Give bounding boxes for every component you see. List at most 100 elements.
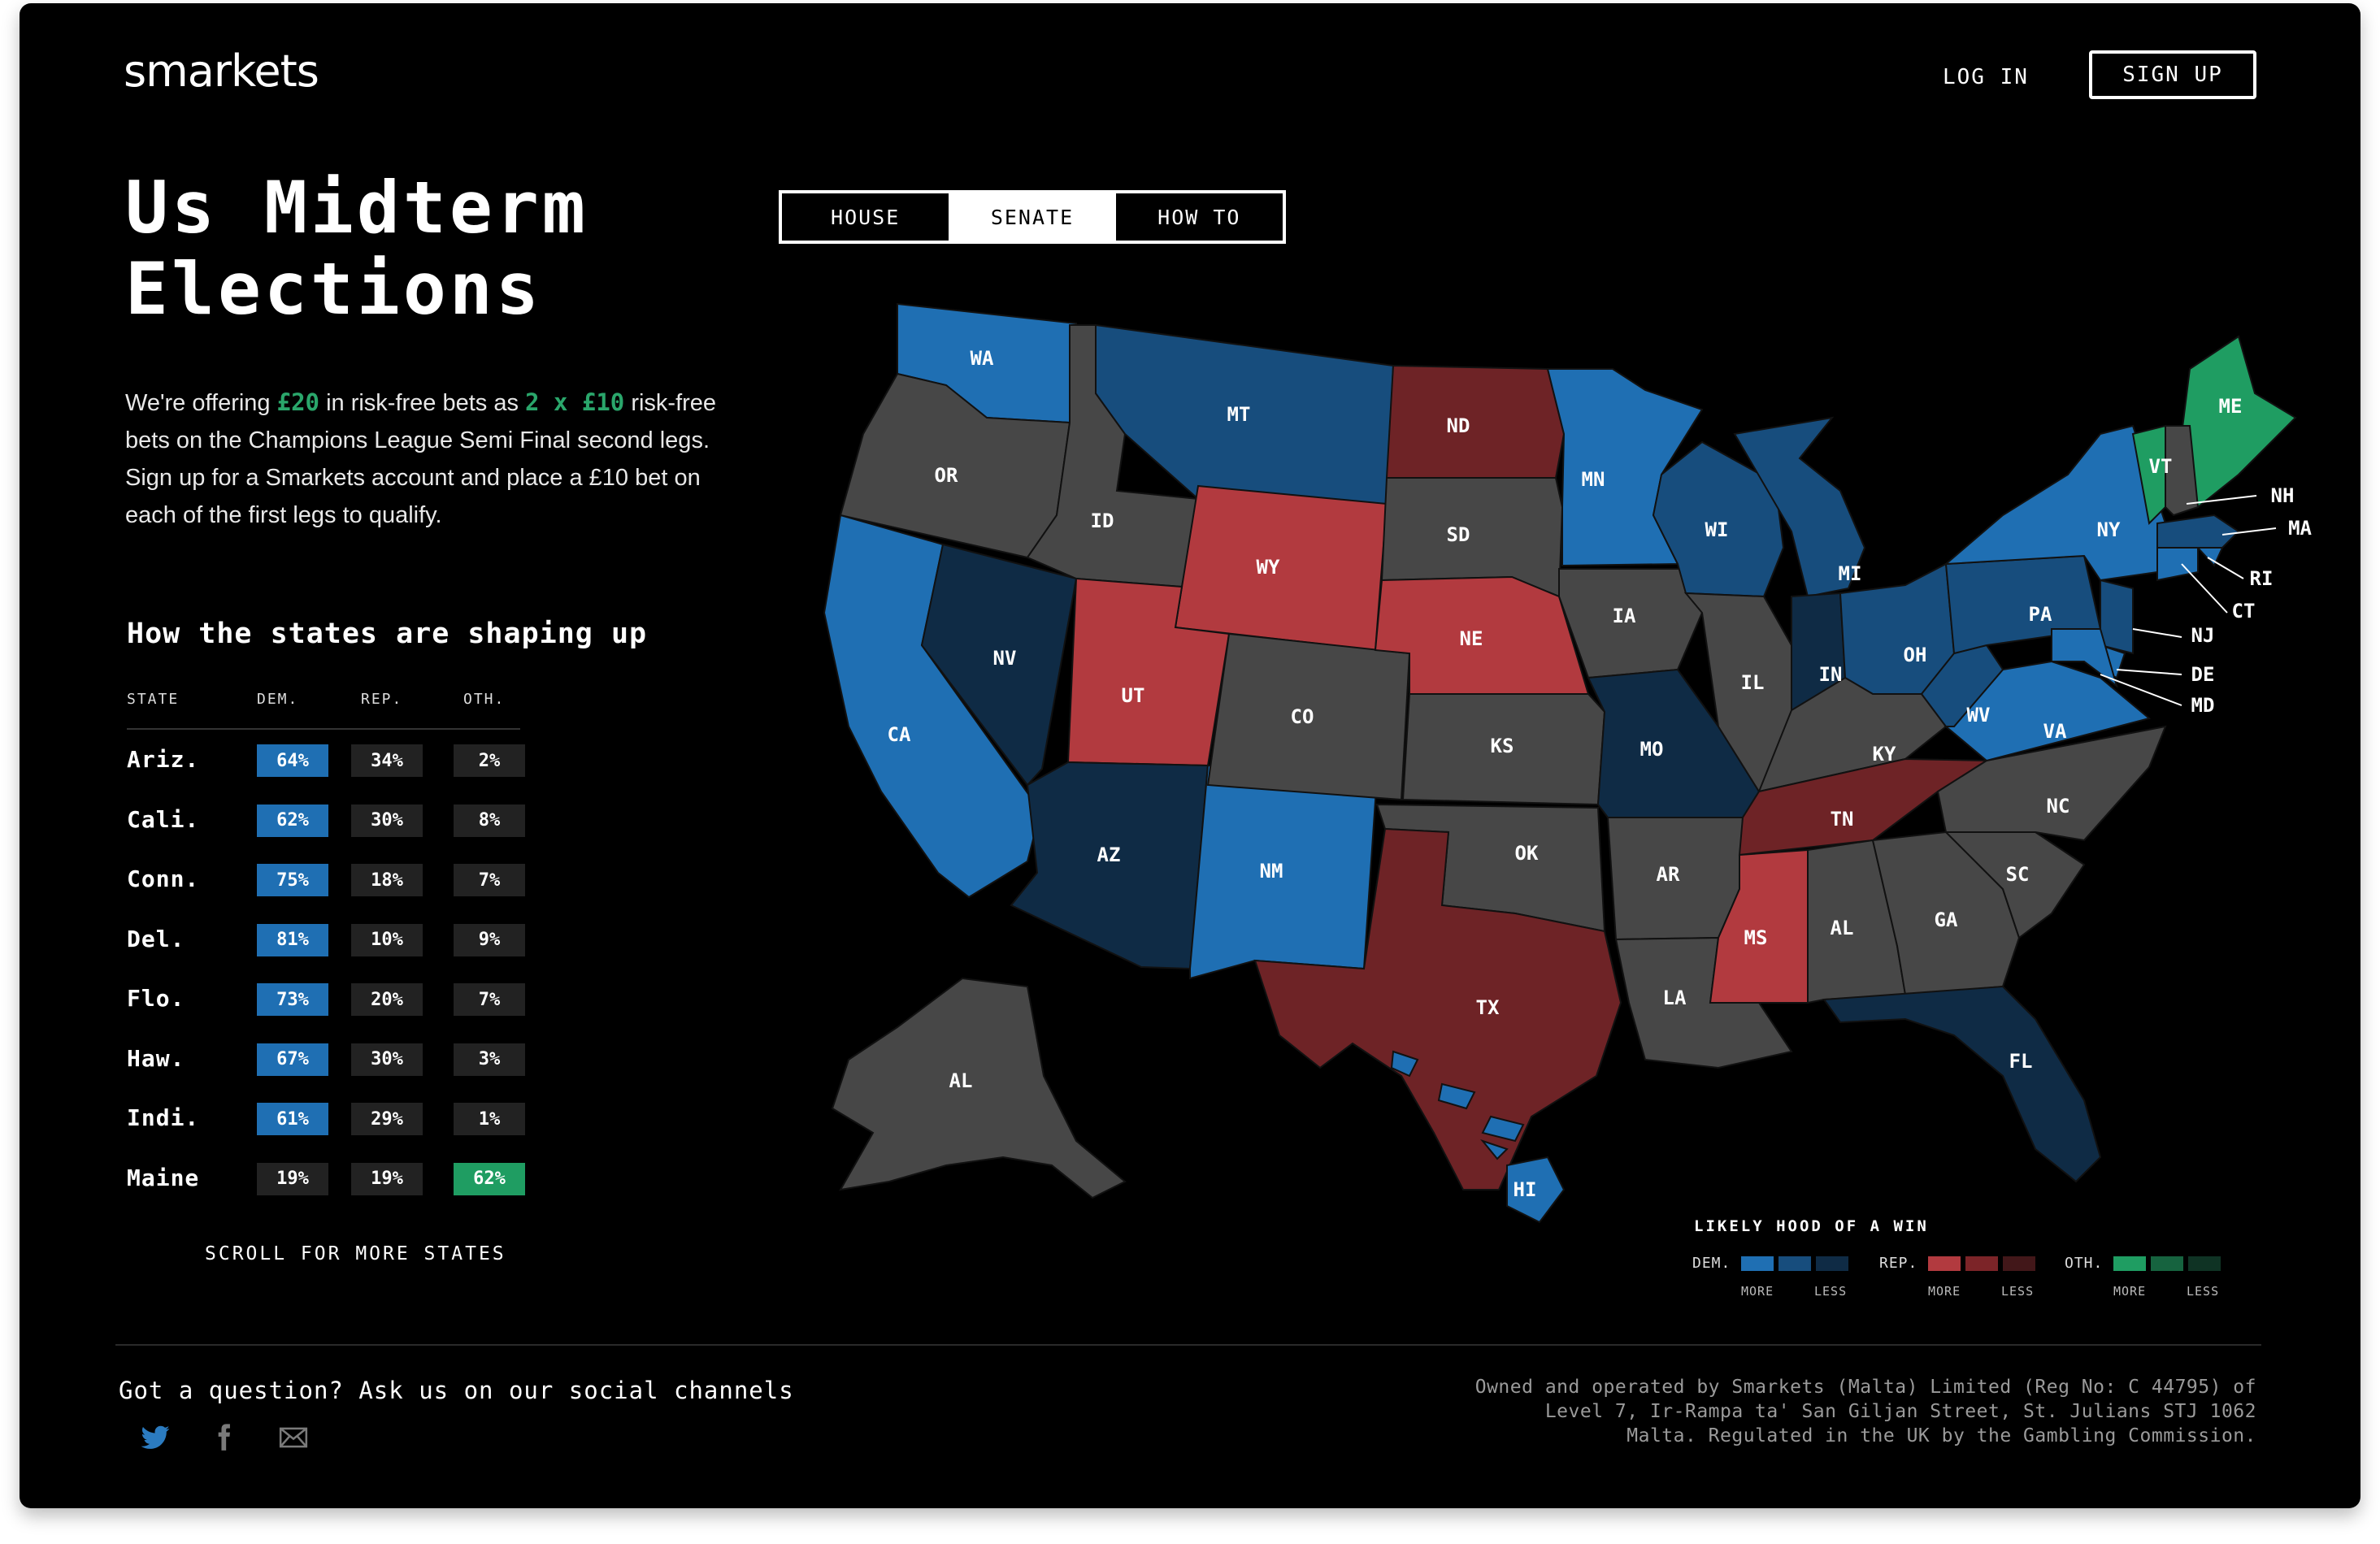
col-header-rep: REP. xyxy=(361,691,403,708)
legal-text: Owned and operated by Smarkets (Malta) L… xyxy=(1362,1375,2256,1448)
state-md[interactable] xyxy=(2051,628,2118,688)
leader-ma xyxy=(2221,527,2277,536)
row-state-name: Flo. xyxy=(127,985,185,1012)
state-me[interactable] xyxy=(2180,335,2297,509)
legend-more-label: MORE xyxy=(2113,1284,2147,1299)
state-ak[interactable] xyxy=(831,977,1127,1199)
state-nv[interactable] xyxy=(920,543,1078,787)
promo-bets: 2 x £10 xyxy=(525,388,625,416)
label-nd: ND xyxy=(1447,414,1470,437)
cell-dem: 81% xyxy=(257,923,328,956)
col-header-state: STATE xyxy=(127,691,180,708)
state-ri[interactable] xyxy=(2195,547,2224,567)
smarkets-logo[interactable]: smarkets xyxy=(124,46,319,97)
label-mn: MN xyxy=(1582,468,1605,491)
state-co[interactable] xyxy=(1206,632,1411,801)
label-al: AL xyxy=(1831,917,1854,939)
scroll-more-link[interactable]: SCROLL FOR MORE STATES xyxy=(205,1243,506,1264)
label-ut: UT xyxy=(1122,684,1145,707)
cell-rep: 20% xyxy=(351,983,423,1016)
legend-less-label: LESS xyxy=(2187,1284,2220,1299)
label-il: IL xyxy=(1741,671,1765,694)
row-state-name: Indi. xyxy=(127,1104,200,1131)
label-de: DE xyxy=(2191,663,2215,686)
state-tx[interactable] xyxy=(1253,827,1622,1191)
cell-dem: 62% xyxy=(257,804,328,837)
tab-house[interactable]: HOUSE xyxy=(782,193,949,241)
label-ca: CA xyxy=(888,723,911,746)
label-la: LA xyxy=(1663,987,1687,1009)
facebook-icon[interactable] xyxy=(208,1422,239,1453)
label-ks: KS xyxy=(1491,735,1514,757)
label-nm: NM xyxy=(1260,860,1283,883)
promo-prefix: We're offering xyxy=(125,390,277,416)
state-mi[interactable] xyxy=(1733,416,1866,598)
legend-swatch xyxy=(2003,1256,2035,1271)
tab-senate[interactable]: SENATE xyxy=(949,193,1116,241)
label-va: VA xyxy=(2043,720,2067,743)
label-oh: OH xyxy=(1904,644,1927,666)
label-ok: OK xyxy=(1515,842,1539,865)
cell-dem: 61% xyxy=(257,1103,328,1135)
label-wy: WY xyxy=(1257,556,1280,579)
label-tx: TX xyxy=(1476,996,1500,1019)
twitter-icon[interactable] xyxy=(140,1422,171,1453)
state-nh[interactable] xyxy=(2165,425,2200,517)
state-nc[interactable] xyxy=(1936,725,2167,842)
leader-nh xyxy=(2186,495,2257,505)
footer-divider xyxy=(115,1344,2261,1346)
state-ny[interactable] xyxy=(1944,424,2167,582)
cell-oth: 3% xyxy=(454,1043,525,1076)
state-nm[interactable] xyxy=(1189,764,1379,980)
label-nv: NV xyxy=(993,647,1017,670)
state-va[interactable] xyxy=(1944,660,2152,762)
cell-dem: 19% xyxy=(257,1162,328,1195)
cell-oth: 7% xyxy=(454,864,525,896)
label-ms: MS xyxy=(1744,926,1768,949)
legend-swatch xyxy=(2151,1256,2183,1271)
state-wy[interactable] xyxy=(1174,484,1388,652)
label-fl: FL xyxy=(2009,1050,2033,1073)
legend-swatch xyxy=(1778,1256,1811,1271)
table-header-divider xyxy=(127,728,520,730)
tab-how-to[interactable]: HOW TO xyxy=(1115,193,1283,241)
label-ky: KY xyxy=(1873,743,1896,765)
legend-swatch xyxy=(2113,1256,2146,1271)
cell-oth: 2% xyxy=(454,744,525,777)
leader-de xyxy=(2116,669,2182,675)
title-line-1: Us Midterm xyxy=(125,166,588,249)
label-in: IN xyxy=(1819,663,1843,686)
label-md: MD xyxy=(2191,694,2215,717)
cell-oth: 62% xyxy=(454,1162,525,1195)
promo-amount: £20 xyxy=(276,388,320,416)
legend-less-label: LESS xyxy=(1814,1284,1848,1299)
state-nj[interactable] xyxy=(2100,579,2134,655)
email-icon[interactable] xyxy=(278,1422,309,1453)
label-wi: WI xyxy=(1705,518,1729,541)
signup-button[interactable]: SIGN UP xyxy=(2089,50,2256,99)
label-nj: NJ xyxy=(2191,624,2215,647)
label-ak: AL xyxy=(949,1069,973,1092)
footer-question: Got a question? Ask us on our social cha… xyxy=(119,1377,794,1404)
row-state-name: Maine xyxy=(127,1164,200,1191)
legal-line-3: Malta. Regulated in the UK by the Gambli… xyxy=(1626,1425,2256,1446)
row-state-name: Haw. xyxy=(127,1044,185,1072)
legend-label: OTH. xyxy=(2065,1255,2104,1272)
label-sd: SD xyxy=(1447,523,1470,546)
state-fl[interactable] xyxy=(1822,985,2102,1183)
label-ma: MA xyxy=(2288,517,2312,540)
state-ma[interactable] xyxy=(2156,514,2240,549)
label-vt: VT xyxy=(2149,455,2173,478)
legend-label: DEM. xyxy=(1692,1255,1731,1272)
legend-label: REP. xyxy=(1879,1255,1918,1272)
promo-text: We're offering £20 in risk-free bets as … xyxy=(125,384,719,534)
cell-dem: 67% xyxy=(257,1043,328,1076)
legend-swatch xyxy=(1816,1256,1848,1271)
state-ct[interactable] xyxy=(2156,547,2199,582)
label-ct: CT xyxy=(2232,600,2256,622)
login-link[interactable]: LOG IN xyxy=(1943,65,2029,89)
page-frame: smarkets LOG IN SIGN UP Us Midterm Elect… xyxy=(20,3,2360,1508)
state-hi-island-1 xyxy=(1481,1115,1525,1143)
state-hi[interactable] xyxy=(1506,1156,1566,1224)
state-nd[interactable] xyxy=(1385,364,1566,479)
